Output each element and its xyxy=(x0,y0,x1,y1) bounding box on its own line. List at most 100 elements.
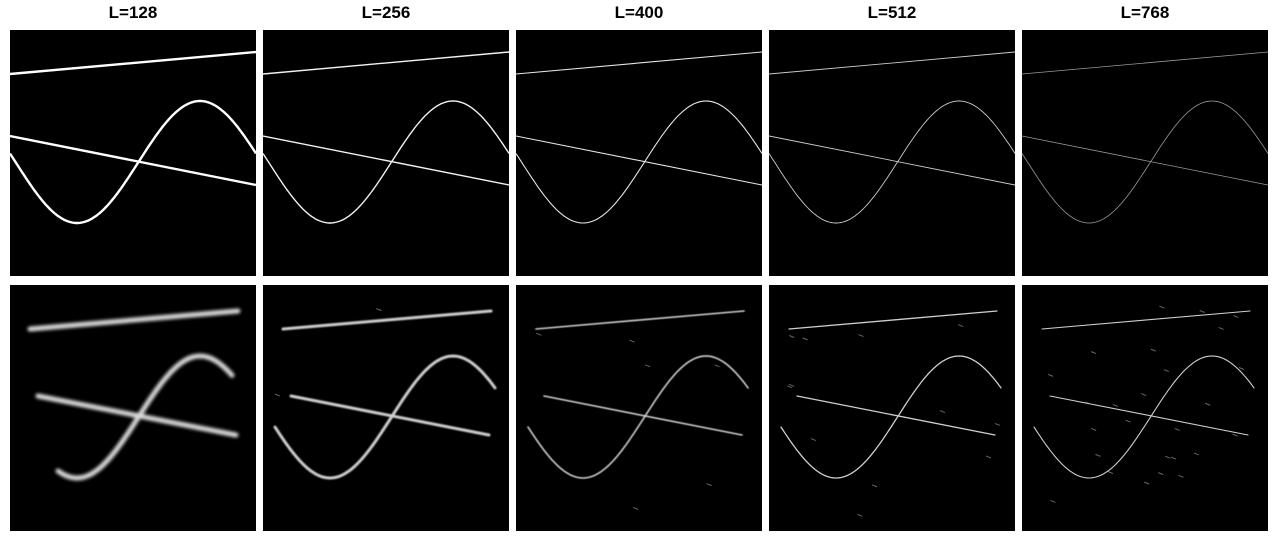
artifact-speck xyxy=(985,455,992,459)
upper-line xyxy=(10,50,256,76)
panel-top-4 xyxy=(769,30,1015,276)
artifact-speck xyxy=(1085,401,1091,405)
artifact-speck xyxy=(1218,326,1224,330)
artifact-speck xyxy=(1170,456,1177,460)
artifact-speck xyxy=(629,339,635,343)
artifact-speck xyxy=(994,422,1001,426)
panel-top-5 xyxy=(1022,30,1268,276)
crossing-line xyxy=(516,135,762,186)
artifact-speck xyxy=(1159,305,1165,309)
artifact-speck xyxy=(1238,367,1245,370)
panel-top-2 xyxy=(263,30,509,276)
crossing-line xyxy=(289,394,491,437)
artifact-speck xyxy=(1174,428,1180,431)
upper-line xyxy=(263,51,509,75)
artifact-speck xyxy=(1204,402,1211,406)
column-title-4: L=512 xyxy=(867,3,917,22)
panel-bottom-1 xyxy=(10,285,256,531)
curves xyxy=(516,51,762,224)
sinusoid-curve xyxy=(273,354,497,480)
crossing-line xyxy=(796,395,996,436)
panel-top-1 xyxy=(10,30,256,276)
artifact-speck xyxy=(802,337,808,341)
artifact-speck xyxy=(714,364,720,368)
upper-line xyxy=(281,309,493,331)
reconstructed-curves xyxy=(780,310,1002,479)
panel-bottom-4 xyxy=(769,285,1015,531)
artifact-speck xyxy=(1125,419,1131,423)
upper-line xyxy=(788,310,998,330)
crossing-line xyxy=(543,395,743,436)
artifact-speck xyxy=(871,484,878,488)
reconstructed-curves xyxy=(1033,310,1255,479)
crossing-line xyxy=(10,134,256,187)
sinusoid-curve xyxy=(527,355,749,479)
artifact-speck xyxy=(1199,310,1205,313)
sinusoid-curve xyxy=(10,99,256,225)
reconstructed-curves xyxy=(27,308,241,481)
curves xyxy=(10,50,256,225)
sinusoid-curve xyxy=(769,100,1015,224)
column-title-3: L=400 xyxy=(614,3,664,22)
artifact-speck xyxy=(1095,453,1101,457)
sinusoid-curve xyxy=(263,100,509,224)
artifact-speck xyxy=(787,385,793,389)
upper-line xyxy=(1022,51,1268,75)
reconstructed-curves xyxy=(273,309,497,480)
artifact-speck xyxy=(1232,433,1238,437)
upper-line xyxy=(769,51,1015,75)
artifact-speck xyxy=(1150,348,1156,352)
artifact-speck xyxy=(1090,351,1097,355)
artifact-speck xyxy=(376,308,382,312)
sinusoid-curve xyxy=(1022,100,1268,224)
artifact-speck xyxy=(536,332,542,336)
artifact-speck xyxy=(858,334,864,338)
artifact-speck xyxy=(1107,471,1114,474)
panel-top-3 xyxy=(516,30,762,276)
artifact-speck xyxy=(1165,455,1171,459)
upper-line xyxy=(516,51,762,75)
panel-bottom-3 xyxy=(516,285,762,531)
artifact-speck xyxy=(1193,452,1200,456)
artifact-speck xyxy=(1158,472,1164,476)
crossing-line xyxy=(263,135,509,186)
artifact-speck xyxy=(632,506,639,510)
column-title-5: L=768 xyxy=(1120,3,1170,22)
column-title-2: L=256 xyxy=(361,3,411,22)
artifact-speck xyxy=(1143,481,1150,485)
artifact-speck xyxy=(274,393,281,397)
panel-bottom-5 xyxy=(1022,285,1268,531)
artifact-speck xyxy=(789,335,795,338)
crossing-line xyxy=(1049,395,1249,436)
crossing-line xyxy=(1022,135,1268,186)
curves xyxy=(263,51,509,224)
artifact-speck xyxy=(644,364,651,368)
artifact-speck xyxy=(788,383,795,387)
artifact-speck xyxy=(1047,373,1054,377)
curves xyxy=(769,51,1015,224)
artifact-speck xyxy=(957,324,964,328)
artifact-speck xyxy=(706,483,712,487)
upper-line xyxy=(27,308,241,332)
artifact-speck xyxy=(810,438,817,442)
artifact-speck xyxy=(1233,315,1239,319)
column-title-1: L=128 xyxy=(108,3,158,22)
artifact-speck xyxy=(1140,393,1147,397)
artifact-speck xyxy=(857,513,863,517)
crossing-line xyxy=(769,135,1015,186)
upper-line xyxy=(1041,310,1251,330)
artifact-speck xyxy=(1090,427,1097,431)
artifact-speck xyxy=(1178,474,1184,478)
upper-line xyxy=(535,310,745,330)
artifact-speck xyxy=(939,410,946,414)
artifact-speck xyxy=(1050,499,1056,503)
sinusoid-curve xyxy=(1033,355,1255,479)
sinusoid-curve xyxy=(516,100,762,224)
curves xyxy=(1022,51,1268,224)
reconstructed-curves xyxy=(527,310,749,479)
artifact-speck xyxy=(1112,403,1119,407)
sinusoid-curve xyxy=(780,355,1002,479)
artifact-speck xyxy=(1163,369,1170,373)
sinusoid-curve xyxy=(55,353,235,481)
panel-bottom-2 xyxy=(263,285,509,531)
